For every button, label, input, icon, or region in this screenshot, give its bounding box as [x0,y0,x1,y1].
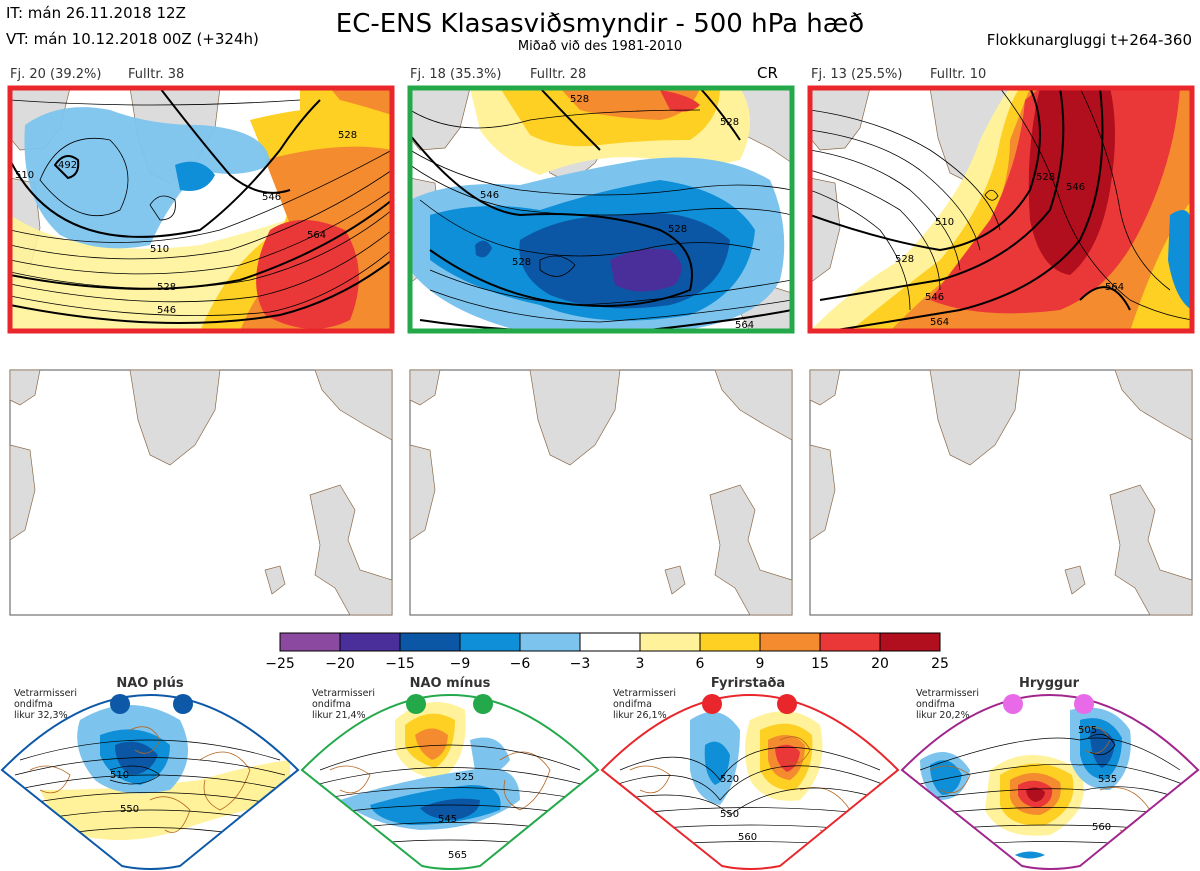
regime-3-contour-label: 560 [738,832,757,843]
initial-time: IT: mán 26.11.2018 12Z [6,4,186,22]
colorbar-swatch [279,632,341,652]
colorbar-tick-label: 20 [871,656,889,672]
colorbar-swatch [639,632,701,652]
page-subtitle: Miðað við des 1981-2010 [517,39,683,54]
regime-2-name: NAO mínus [409,676,491,691]
cluster-2-contour-label: 528 [668,224,687,235]
cluster-1-frame [7,85,395,334]
empty-map-2 [409,369,793,616]
regime-2-note: Vetrarmisseri ondifma likur 21,4% [312,688,375,721]
cluster-3-contour-label: 564 [1105,282,1124,293]
cluster-2-contour-label: 564 [735,320,754,331]
regime-4-dot [1074,694,1094,714]
regime-1-contour-label: 510 [110,770,129,781]
regime-2-contour-label: 545 [438,814,457,825]
cluster-1-contour-label: 546 [262,192,281,203]
regime-4-dot [1003,694,1023,714]
regime-4-contour-label: 535 [1098,774,1117,785]
colorbar [279,632,941,652]
regime-4-note: Vetrarmisseri ondifma likur 20,2% [916,688,979,721]
colorbar-tick-label: −20 [325,656,355,672]
empty-map-1 [9,369,393,616]
regime-3-dot [777,694,797,714]
valid-time: VT: mán 10.12.2018 00Z (+324h) [6,30,259,48]
cluster-1-map: 492 510 528 546 564 546 528 510 [7,85,395,334]
cluster-2-rep: Fulltr. 28 [530,67,587,82]
colorbar-tick-label: −25 [265,656,295,672]
colorbar-swatch [759,632,821,652]
colorbar-swatch [399,632,461,652]
cluster-1-contour-label: 510 [15,170,34,181]
colorbar-tick-label: 3 [635,656,645,672]
cluster-3-map: 510 528 546 564 546 528 564 [807,85,1195,334]
classification-window: Flokkunargluggi t+264-360 [986,31,1192,49]
colorbar-swatch [699,632,761,652]
colorbar-swatch [519,632,581,652]
regime-1-dot [173,694,193,714]
regime-4-contour-label: 505 [1078,725,1097,736]
colorbar-tick-label: −15 [385,656,415,672]
cluster-3-contour-label: 546 [925,292,944,303]
cluster-1-label: Fj. 20 (39.2%) [10,67,102,82]
colorbar-tick-label: −9 [449,656,471,672]
regime-1-name: NAO plús [116,676,184,691]
colorbar-swatch [339,632,401,652]
regime-2-dot [473,694,493,714]
cluster-1-contour-label: 528 [338,130,357,141]
cluster-1-contour-label: 492 [58,160,77,171]
cluster-3-contour-label: 510 [935,217,954,228]
regime-2-contour-label: 565 [448,850,467,861]
empty-map-3 [809,369,1193,616]
cluster-3-contour-label: 546 [1066,182,1085,193]
cluster-2-map: 528 528 546 528 528 564 [407,85,795,334]
cluster-3-frame [807,85,1195,334]
regime-3-contour-label: 550 [720,809,739,820]
colorbar-tick-label: 9 [755,656,765,672]
colorbar-swatch [579,632,641,652]
cluster-1-contour-label: 564 [307,230,326,241]
cluster-3-contour-label: 528 [1036,172,1055,183]
cluster-3-rep: Fulltr. 10 [930,67,987,82]
cluster-1-contour-label: 510 [150,244,169,255]
regime-3-dot [702,694,722,714]
regime-3-name: Fyrirstaða [710,676,786,691]
cluster-1-contour-label: 528 [157,282,176,293]
cluster-2-contour-label: 528 [720,117,739,128]
colorbar-tick-label: −3 [569,656,591,672]
colorbar-swatch [879,632,941,652]
cluster-2-contour-label: 528 [512,257,531,268]
regime-4-name: Hryggur [1018,676,1080,691]
regime-1-dot [110,694,130,714]
regime-3-contour-label: 520 [720,774,739,785]
cluster-1-rep: Fulltr. 38 [128,67,185,82]
colorbar-swatch [459,632,521,652]
cluster-2-frame [407,85,795,334]
cluster-2-label: Fj. 18 (35.3%) [410,67,502,82]
cluster-3-contour-label: 564 [930,317,949,328]
colorbar-swatch [819,632,881,652]
colorbar-tick-label: 25 [931,656,949,672]
page-title: EC-ENS Klasasviðsmyndir - 500 hPa hæð [335,9,865,39]
cluster-3-label: Fj. 13 (25.5%) [811,67,903,82]
regime-1-note: Vetrarmisseri ondifma likur 32,3% [14,688,77,721]
colorbar-tick-label: −6 [509,656,531,672]
regime-3-note: Vetrarmisseri ondifma likur 26,1% [613,688,676,721]
cluster-2-contour-label: 546 [480,190,499,201]
cluster-3-contour-label: 528 [895,254,914,265]
regime-2-contour-label: 525 [455,772,474,783]
cluster-2-contour-label: 528 [570,94,589,105]
cluster-1-contour-label: 546 [157,305,176,316]
colorbar-tick-label: 6 [695,656,705,672]
regime-2-dot [406,694,426,714]
colorbar-tick-label: 15 [811,656,829,672]
cluster-2-tag: CR [757,64,778,82]
regime-4-contour-label: 560 [1092,822,1111,833]
regime-1-contour-label: 550 [120,804,139,815]
